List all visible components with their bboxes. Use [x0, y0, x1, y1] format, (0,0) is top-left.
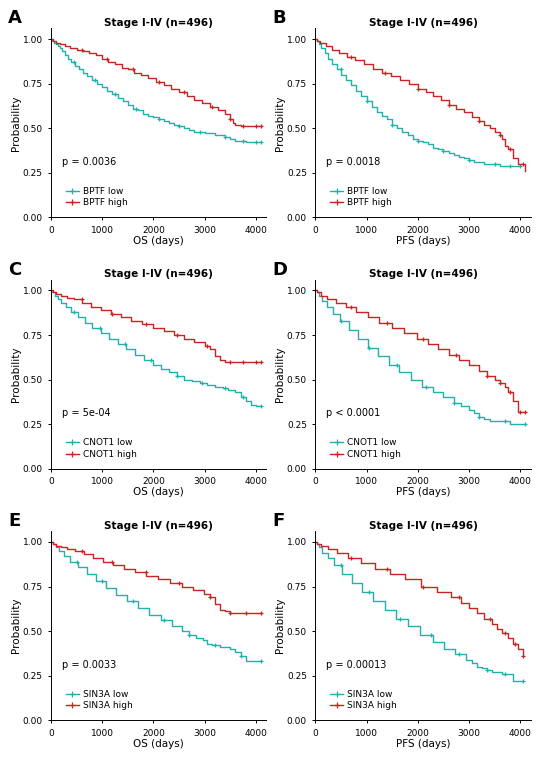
- Text: p = 0.0018: p = 0.0018: [326, 157, 380, 166]
- Text: E: E: [8, 512, 20, 530]
- Legend: CNOT1 low, CNOT1 high: CNOT1 low, CNOT1 high: [62, 435, 140, 462]
- Title: Stage I-IV (n=496): Stage I-IV (n=496): [104, 17, 213, 27]
- Y-axis label: Probability: Probability: [11, 347, 21, 402]
- Y-axis label: Probability: Probability: [11, 598, 21, 654]
- Text: p = 0.0033: p = 0.0033: [61, 660, 116, 670]
- X-axis label: PFS (days): PFS (days): [395, 236, 450, 246]
- Legend: CNOT1 low, CNOT1 high: CNOT1 low, CNOT1 high: [326, 435, 405, 462]
- Title: Stage I-IV (n=496): Stage I-IV (n=496): [368, 521, 478, 530]
- Title: Stage I-IV (n=496): Stage I-IV (n=496): [368, 269, 478, 279]
- Text: A: A: [8, 9, 22, 27]
- Y-axis label: Probability: Probability: [11, 95, 21, 150]
- Text: p = 5e-04: p = 5e-04: [61, 408, 110, 418]
- X-axis label: OS (days): OS (days): [133, 236, 184, 246]
- Text: p = 0.0036: p = 0.0036: [61, 157, 116, 166]
- Text: D: D: [272, 261, 287, 279]
- Text: B: B: [272, 9, 286, 27]
- Text: p = 0.00013: p = 0.00013: [326, 660, 386, 670]
- Title: Stage I-IV (n=496): Stage I-IV (n=496): [368, 17, 478, 27]
- Y-axis label: Probability: Probability: [275, 95, 286, 150]
- Y-axis label: Probability: Probability: [275, 347, 286, 402]
- Legend: BPTF low, BPTF high: BPTF low, BPTF high: [326, 183, 395, 211]
- Legend: BPTF low, BPTF high: BPTF low, BPTF high: [62, 183, 131, 211]
- Title: Stage I-IV (n=496): Stage I-IV (n=496): [104, 269, 213, 279]
- X-axis label: OS (days): OS (days): [133, 487, 184, 497]
- Legend: SIN3A low, SIN3A high: SIN3A low, SIN3A high: [326, 686, 400, 714]
- X-axis label: PFS (days): PFS (days): [395, 739, 450, 749]
- Y-axis label: Probability: Probability: [275, 598, 286, 654]
- Text: C: C: [8, 261, 21, 279]
- Title: Stage I-IV (n=496): Stage I-IV (n=496): [104, 521, 213, 530]
- Text: p < 0.0001: p < 0.0001: [326, 408, 380, 418]
- X-axis label: PFS (days): PFS (days): [395, 487, 450, 497]
- X-axis label: OS (days): OS (days): [133, 739, 184, 749]
- Legend: SIN3A low, SIN3A high: SIN3A low, SIN3A high: [62, 686, 136, 714]
- Text: F: F: [272, 512, 285, 530]
